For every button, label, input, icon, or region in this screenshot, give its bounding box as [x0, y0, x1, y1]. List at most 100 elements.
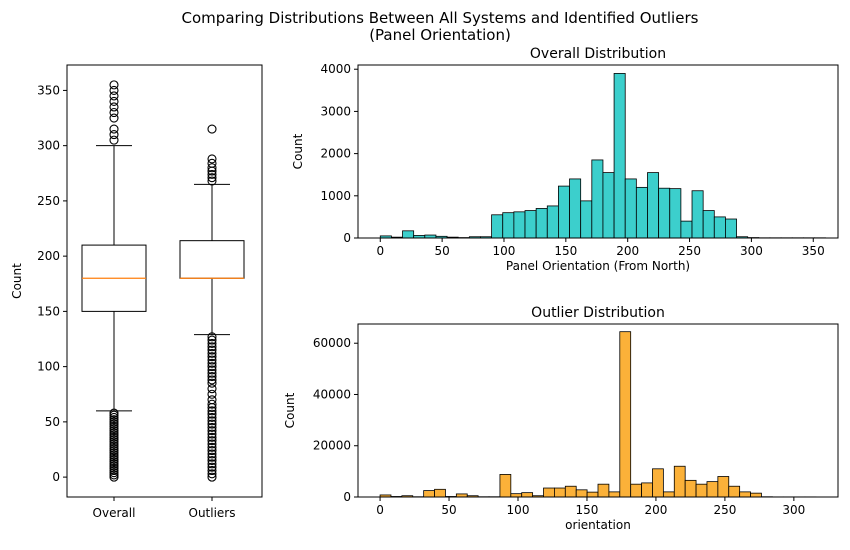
- histogram-bar: [619, 331, 632, 498]
- flier-point: [109, 130, 119, 140]
- y-tick-label: 350: [37, 83, 60, 97]
- y-tick-label: 300: [37, 139, 60, 153]
- plot-frame: [66, 64, 263, 498]
- flier-point: [109, 408, 119, 418]
- histogram-bar: [630, 483, 642, 498]
- flier-point: [109, 426, 119, 436]
- flier-point: [207, 338, 217, 348]
- histogram-bar: [491, 214, 504, 239]
- flier-point: [109, 459, 119, 469]
- flier-point: [207, 419, 217, 429]
- y-tick-label: 200: [37, 249, 60, 263]
- flier-point: [207, 432, 217, 442]
- histogram-bar: [691, 190, 704, 239]
- histogram-bar: [597, 483, 610, 498]
- flier-point: [109, 419, 119, 429]
- flier-point: [207, 436, 217, 446]
- x-tick-label: 0: [376, 503, 384, 517]
- x-tick-label: Overall: [93, 506, 136, 520]
- overall-histogram-panel: 0 50 100 150 200 250 300 350 0 1000 2000 3000 4000 Ov…: [291, 46, 839, 273]
- plot-frame: [357, 64, 839, 239]
- plot-frame: [357, 323, 839, 498]
- flier-point: [109, 457, 119, 467]
- flier-point: [207, 335, 217, 345]
- figure-suptitle-line1: Comparing Distributions Between All Syst…: [182, 9, 699, 27]
- flier-point: [109, 468, 119, 478]
- y-axis-label: Count: [10, 263, 24, 299]
- flier-point: [207, 429, 217, 439]
- histogram-bar: [680, 220, 693, 239]
- flier-point: [207, 455, 217, 466]
- flier-point: [207, 462, 217, 472]
- histogram-bar: [647, 172, 660, 239]
- flier-point: [109, 450, 119, 460]
- panel-title: Overall Distribution: [530, 46, 666, 62]
- x-tick-label: 150: [576, 503, 599, 517]
- histogram-bar: [613, 73, 626, 239]
- x-tick-label: 350: [802, 244, 825, 258]
- flier-point: [109, 461, 119, 471]
- x-tick-label: Outliers: [189, 506, 236, 520]
- y-tick-label: 250: [37, 194, 60, 208]
- flier-point: [207, 372, 217, 382]
- histogram-bar: [695, 483, 708, 498]
- flier-point: [207, 465, 217, 476]
- histogram-bar: [543, 487, 555, 498]
- flier-point: [207, 332, 217, 342]
- flier-point: [207, 176, 217, 186]
- x-tick-label: 200: [644, 503, 667, 517]
- histogram-bar: [624, 178, 637, 239]
- histogram-bar: [669, 188, 682, 239]
- histogram-bar: [591, 159, 604, 239]
- x-axis-label: Panel Orientation (From North): [506, 259, 690, 273]
- figure-suptitle-line2: (Panel Orientation): [369, 26, 511, 44]
- flier-point: [207, 365, 217, 375]
- histogram-bar: [513, 211, 526, 239]
- flier-point: [109, 85, 119, 95]
- histogram-bar: [662, 491, 675, 498]
- box-iqr: [179, 240, 245, 279]
- flier-point: [109, 439, 119, 449]
- flier-point: [109, 410, 119, 420]
- histogram-bar: [569, 178, 582, 239]
- flier-point: [207, 472, 217, 482]
- flier-point: [109, 432, 119, 442]
- flier-point: [109, 452, 119, 462]
- flier-point: [207, 355, 217, 365]
- flier-point: [207, 154, 217, 164]
- flier-point: [207, 399, 217, 409]
- y-tick-label: 0: [343, 231, 351, 245]
- flier-point: [109, 135, 119, 145]
- flier-point: [207, 406, 217, 416]
- y-tick-label: 40000: [313, 387, 351, 401]
- flier-point: [207, 439, 217, 449]
- flier-point: [207, 368, 217, 378]
- flier-point: [207, 124, 217, 134]
- histogram-bar: [521, 492, 534, 498]
- flier-point: [109, 107, 119, 118]
- x-tick-label: 150: [554, 244, 577, 258]
- histogram-bar: [602, 172, 615, 239]
- flier-point: [207, 412, 217, 423]
- flier-point: [109, 415, 119, 425]
- y-tick-label: 50: [45, 415, 60, 429]
- y-tick-label: 100: [37, 360, 60, 374]
- y-tick-label: 4000: [320, 62, 351, 76]
- flier-point: [207, 469, 217, 479]
- histogram-bar: [554, 487, 566, 498]
- outlier-histogram-panel: 0 50 100 150 200 250 300 0 20000 40000 60000 Outlie…: [283, 305, 839, 532]
- histogram-bar: [739, 491, 751, 498]
- flier-point: [207, 416, 217, 426]
- histogram-bar: [575, 489, 588, 498]
- histogram-bar: [728, 485, 741, 498]
- flier-point: [109, 96, 119, 107]
- y-tick-label: 150: [37, 304, 60, 318]
- histogram-bar: [652, 468, 664, 498]
- y-tick-label: 0: [343, 490, 351, 504]
- flier-point: [109, 463, 119, 473]
- panel-title: Outlier Distribution: [531, 305, 665, 321]
- histogram-bar: [725, 218, 737, 239]
- y-tick-label: 2000: [320, 147, 351, 161]
- histogram-bar: [684, 479, 697, 498]
